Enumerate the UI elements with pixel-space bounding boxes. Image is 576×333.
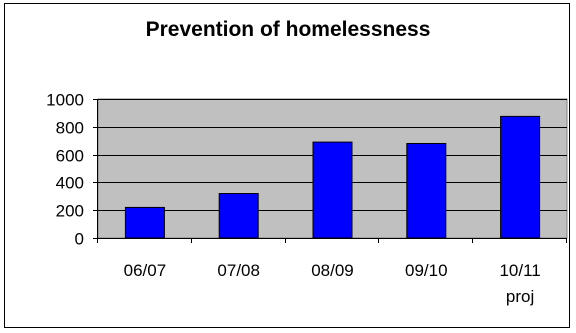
chart-title: Prevention of homelessness (145, 18, 431, 41)
bar (218, 193, 259, 239)
bar (406, 142, 447, 239)
bar (312, 141, 353, 239)
bar (500, 115, 541, 239)
x-tick-label: 10/11 (499, 261, 540, 280)
x-tick-label: 07/08 (217, 261, 260, 280)
y-tick-label: 1000 (46, 91, 84, 110)
x-tick-label: 08/09 (311, 261, 354, 280)
x-tick-label: 06/07 (124, 261, 167, 280)
y-tick-label: 600 (56, 147, 84, 166)
x-tick-label: proj (506, 287, 534, 306)
y-tick-label: 800 (56, 119, 84, 138)
y-tick-label: 0 (75, 230, 84, 249)
y-tick-label: 400 (56, 174, 84, 193)
bar (124, 206, 165, 239)
x-tick-label: 09/10 (405, 261, 448, 280)
y-tick-label: 200 (56, 202, 84, 221)
